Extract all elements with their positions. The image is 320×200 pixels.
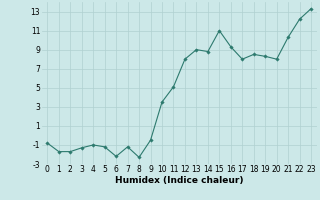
X-axis label: Humidex (Indice chaleur): Humidex (Indice chaleur) [115,176,244,185]
